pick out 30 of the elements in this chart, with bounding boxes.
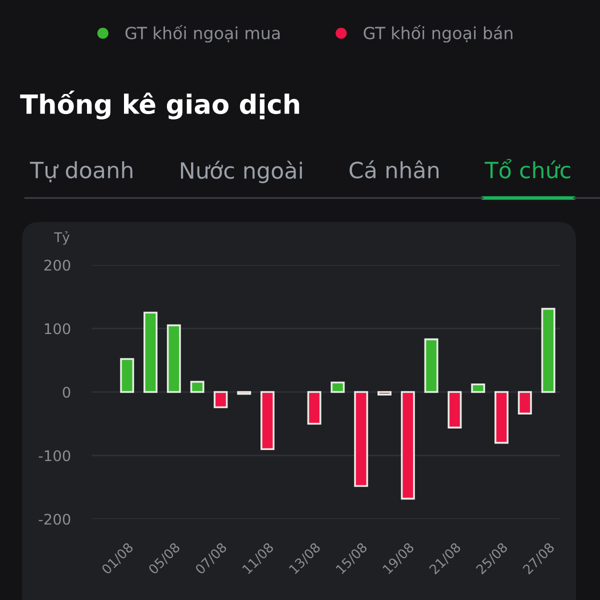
text: Tổ chức: [484, 159, 570, 178]
bar: [330, 382, 345, 393]
y-tick-label: 100: [44, 323, 70, 334]
chart-title: Thống kê giao dịch: [20, 90, 300, 120]
bar: [541, 308, 556, 393]
bar: [144, 312, 158, 393]
text: Nước ngoài: [180, 160, 302, 184]
bar: [378, 391, 392, 396]
text: Cá nhân: [350, 160, 439, 178]
bar: [260, 391, 274, 450]
y-tick-label: 0: [62, 386, 70, 398]
bar: [494, 391, 508, 444]
bar: [190, 380, 204, 393]
bar: [400, 391, 415, 500]
bar: [120, 358, 134, 393]
legend-label: GT khối ngoại mua: [125, 25, 280, 43]
y-tick-label: -200: [38, 514, 70, 525]
bar: [354, 391, 368, 487]
bar: [166, 324, 181, 393]
y-tick-label: -100: [38, 450, 70, 462]
text: Tự doanh: [30, 161, 132, 182]
y-tick-label: 200: [44, 260, 70, 271]
bar: [471, 383, 486, 393]
bar: [448, 391, 462, 428]
bar: [424, 338, 438, 393]
y-axis-title: Tỷ: [54, 231, 70, 245]
bar: [214, 391, 228, 408]
bar: [518, 391, 532, 414]
legend-label: GT khối ngoại bán: [364, 25, 512, 43]
bar: [307, 391, 322, 425]
